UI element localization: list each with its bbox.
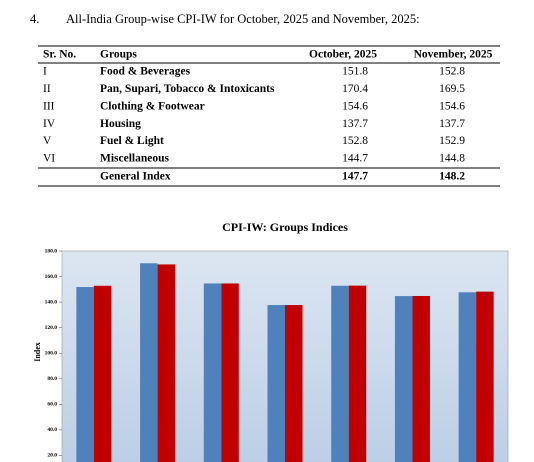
index-value: 169.5	[439, 83, 465, 95]
serial-number: II	[43, 83, 51, 95]
group-name: Food & Beverages	[100, 66, 191, 78]
bar	[394, 296, 413, 462]
bar	[203, 283, 222, 462]
y-tick-label: 180.0	[45, 248, 58, 254]
index-value: 154.6	[342, 100, 368, 112]
chart-title: CPI-IW: Groups Indices	[222, 220, 348, 234]
bar	[476, 291, 494, 462]
serial-number: VI	[43, 153, 55, 165]
heading: All-India Group-wise CPI-IW for October,…	[66, 12, 420, 26]
column-header: October, 2025	[309, 49, 377, 61]
y-tick-label: 120.0	[45, 325, 58, 331]
bar	[267, 305, 285, 462]
column-header: Groups	[100, 49, 137, 61]
index-value: 137.7	[342, 118, 368, 130]
index-value: 151.8	[342, 66, 368, 78]
index-value: 152.9	[439, 135, 465, 147]
group-name: Miscellaneous	[100, 153, 170, 165]
group-name: Fuel & Light	[100, 135, 164, 147]
bar	[157, 264, 176, 462]
index-value: 144.8	[439, 153, 465, 165]
y-tick-label: 140.0	[45, 299, 58, 305]
group-name: Pan, Supari, Tobacco & Intoxicants	[100, 83, 275, 95]
bar	[140, 263, 158, 462]
serial-number: V	[43, 135, 52, 147]
y-tick-label: 20.0	[47, 453, 57, 459]
index-value: 144.7	[342, 153, 368, 165]
bar	[412, 295, 430, 462]
index-value: 170.4	[342, 83, 368, 95]
group-name: Clothing & Footwear	[100, 100, 205, 112]
bar	[458, 292, 477, 462]
bar	[76, 287, 94, 462]
y-tick-label: 160.0	[45, 274, 58, 280]
bar	[93, 285, 112, 462]
serial-number: I	[43, 66, 47, 78]
column-header: Sr. No.	[43, 49, 76, 61]
y-tick-label: 40.0	[47, 427, 57, 433]
section-number: 4.	[30, 12, 39, 26]
index-value: 152.8	[342, 135, 368, 147]
index-value: 154.6	[439, 100, 465, 112]
column-header: November, 2025	[414, 49, 493, 61]
group-name: Housing	[100, 118, 141, 130]
y-tick-label: 80.0	[47, 376, 57, 382]
y-axis-label: Index	[33, 342, 42, 362]
group-name: General Index	[100, 171, 171, 183]
bar	[348, 285, 367, 462]
serial-number: III	[43, 100, 55, 112]
index-value: 147.7	[342, 171, 368, 183]
bar	[221, 283, 239, 462]
index-value: 148.2	[439, 171, 465, 183]
y-tick-label: 60.0	[47, 402, 57, 408]
index-value: 137.7	[439, 118, 465, 130]
y-tick-label: 100.0	[45, 350, 58, 356]
bar	[285, 305, 303, 462]
index-value: 152.8	[439, 66, 465, 78]
bar	[331, 285, 349, 462]
serial-number: IV	[43, 118, 56, 130]
